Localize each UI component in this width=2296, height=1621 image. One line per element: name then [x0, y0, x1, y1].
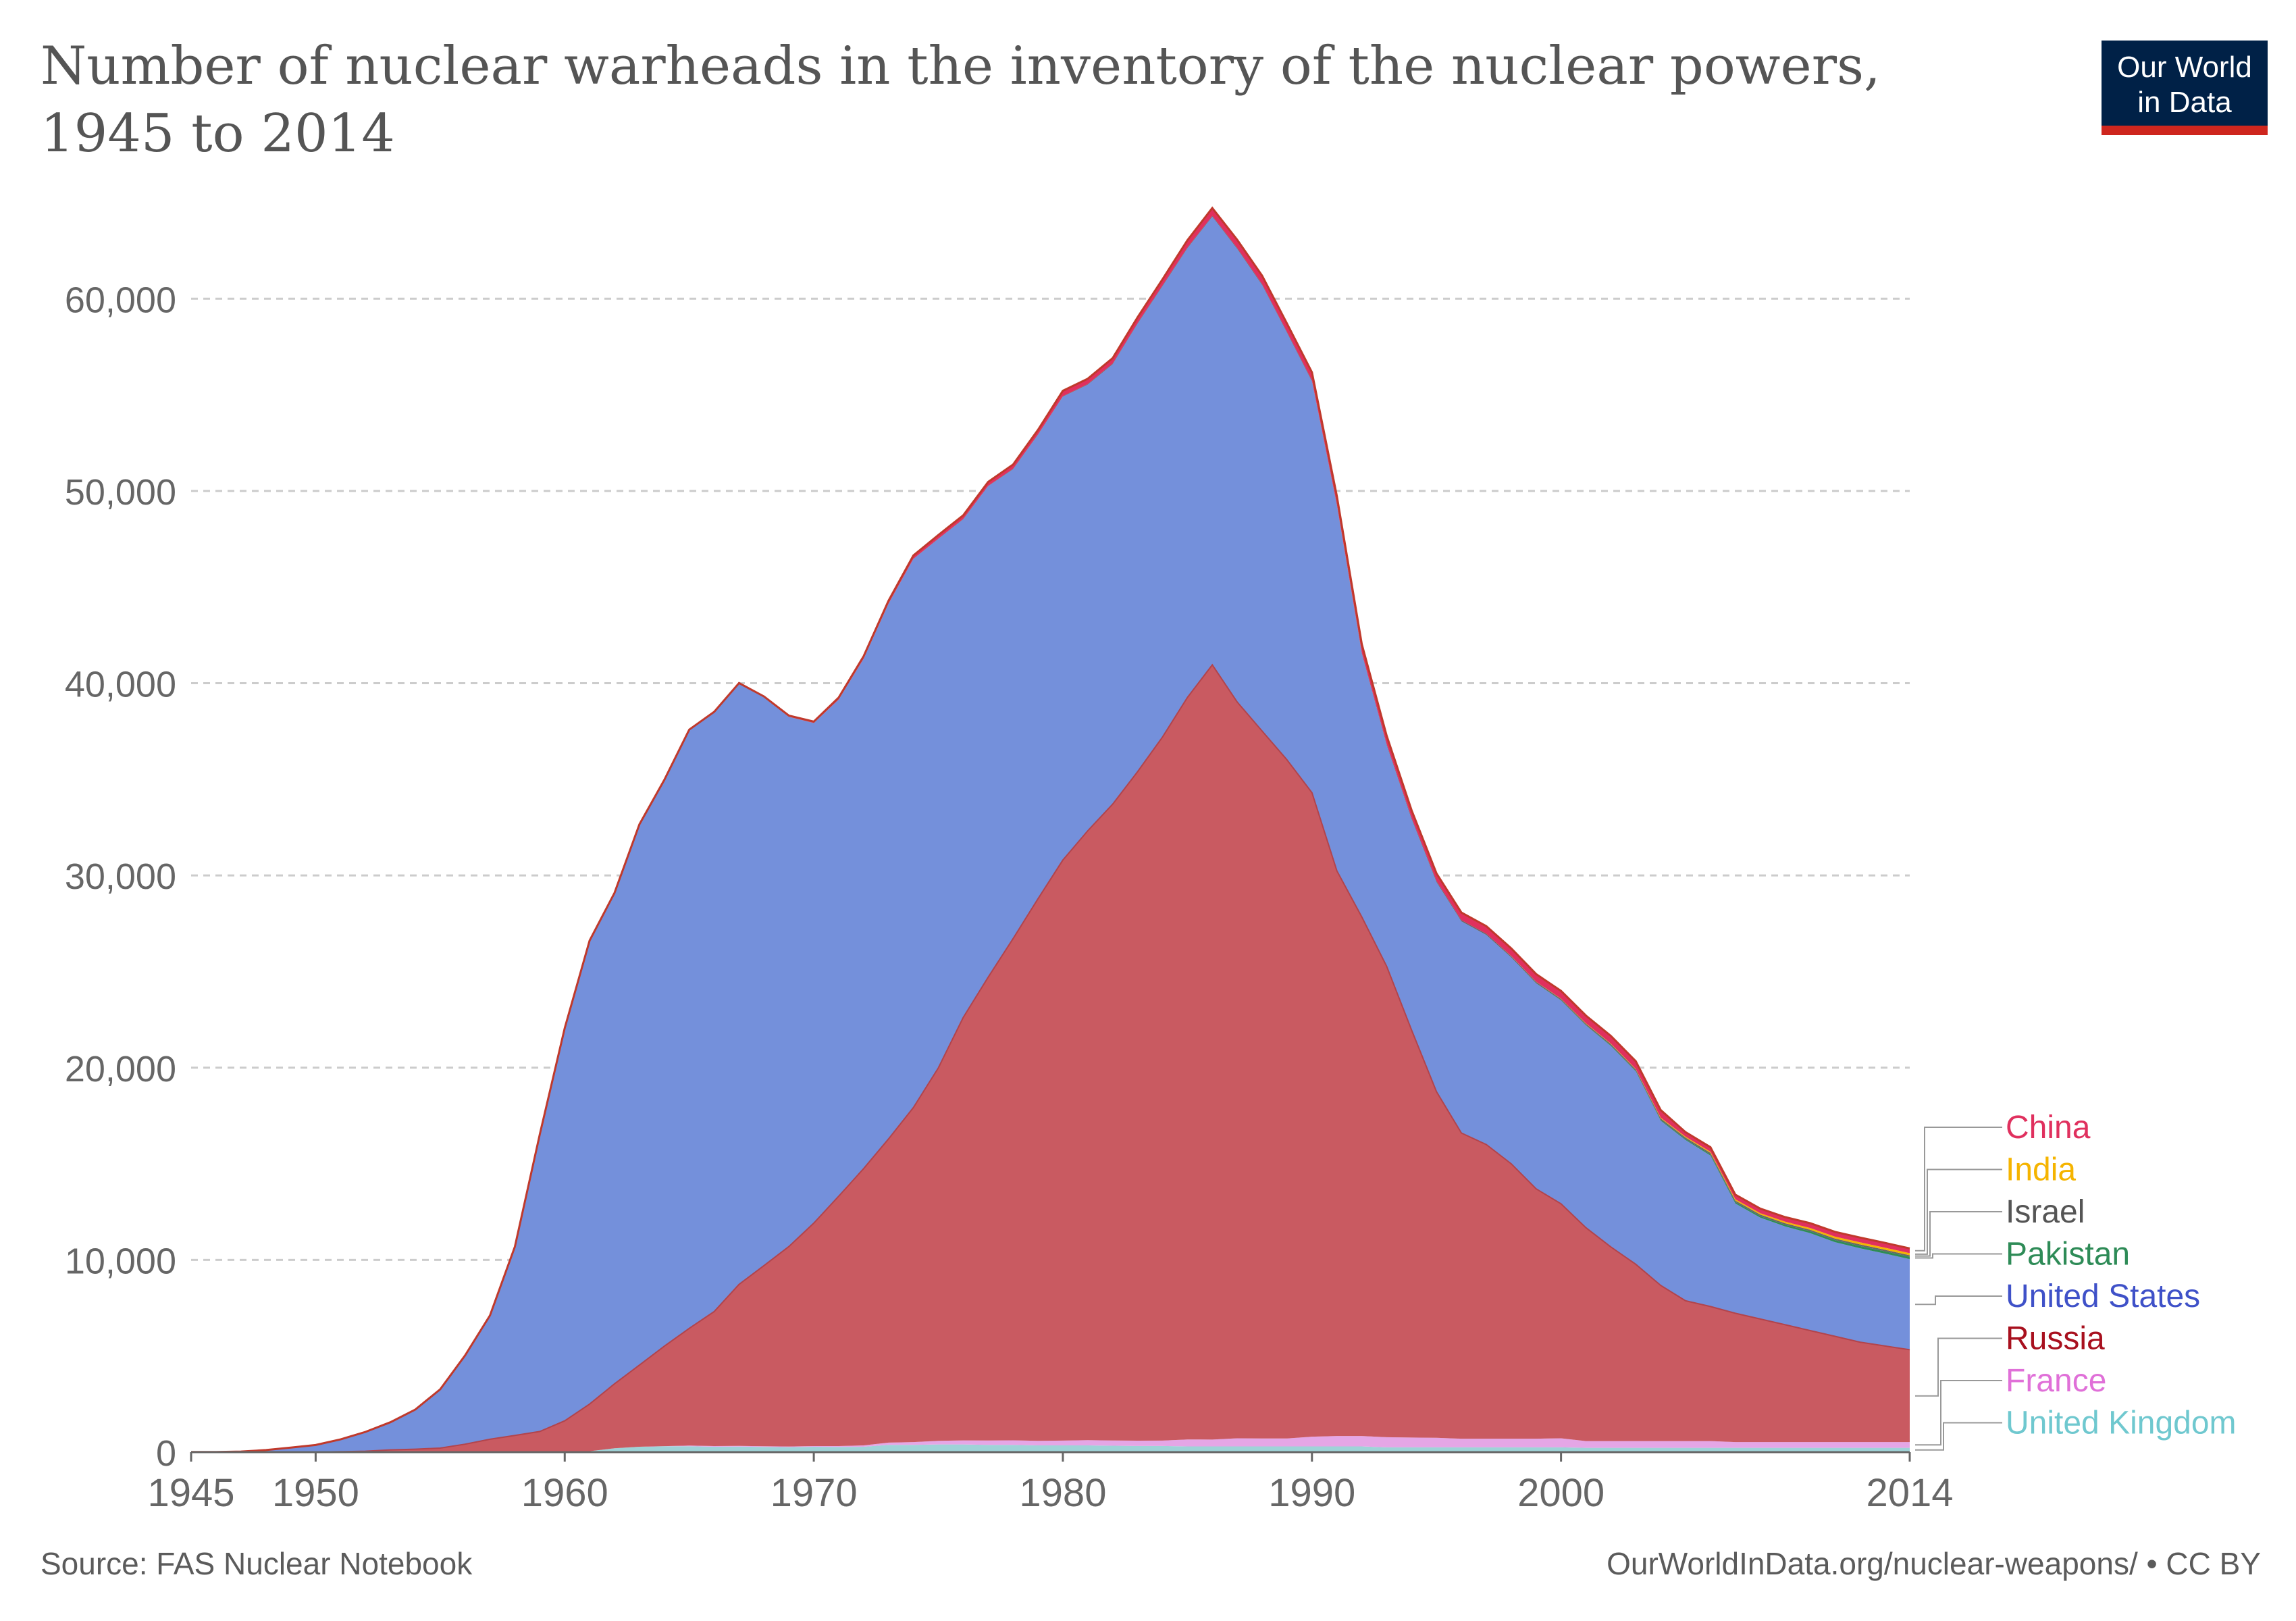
y-tick-label: 40,000 [65, 665, 176, 705]
legend-label-russia[interactable]: Russia [2006, 1321, 2105, 1357]
legend: China India Israel Pakistan United States Rus… [1915, 1110, 2237, 1451]
owid-logo[interactable]: Our World in Data [2102, 41, 2268, 135]
legend-label-pakistan[interactable]: Pakistan [2006, 1237, 2130, 1272]
legend-connector [1915, 1295, 2002, 1306]
legend-connector [1915, 1253, 2002, 1259]
x-tick-label: 1960 [521, 1471, 608, 1515]
y-tick-label: 0 [156, 1433, 176, 1474]
legend-connector [1915, 1337, 2002, 1397]
area-russia[interactable] [191, 665, 1910, 1452]
legend-connector [1915, 1211, 2002, 1257]
y-tick-label: 60,000 [65, 280, 176, 320]
logo-line-1: Our World [2117, 51, 2252, 84]
legend-connector [1915, 1168, 2002, 1255]
legend-connector [1915, 1127, 2002, 1252]
russia-outline [191, 663, 1910, 1453]
legend-connector [1915, 1380, 2002, 1446]
y-tick-label: 50,000 [65, 472, 176, 513]
area-series [190, 206, 1910, 1453]
legend-connector [1915, 1422, 2002, 1451]
area-united-kingdom[interactable] [191, 1444, 1910, 1452]
legend-label-united-kingdom[interactable]: United Kingdom [2006, 1406, 2237, 1441]
logo-line-2: in Data [2137, 86, 2232, 119]
y-tick-label: 10,000 [65, 1241, 176, 1281]
x-tick-label: 1945 [147, 1471, 234, 1515]
x-tick-label: 1980 [1019, 1471, 1106, 1515]
total-outline [190, 206, 1910, 1453]
legend-label-united-states[interactable]: United States [2006, 1279, 2200, 1314]
legend-label-china[interactable]: China [2006, 1110, 2091, 1146]
x-tick-label: 1990 [1268, 1471, 1355, 1515]
legend-label-france[interactable]: France [2006, 1363, 2106, 1399]
axes: 0 10,000 20,000 30,000 40,000 50,000 60,000 194… [65, 280, 1954, 1515]
x-tick-label: 1950 [272, 1471, 359, 1515]
x-tick-label: 2000 [1517, 1471, 1604, 1515]
area-france[interactable] [191, 1436, 1910, 1452]
logo-red-bar [2102, 126, 2268, 135]
legend-label-israel[interactable]: Israel [2006, 1194, 2085, 1230]
y-tick-label: 20,000 [65, 1049, 176, 1089]
area-united-states[interactable] [191, 216, 1910, 1453]
x-tick-label: 2014 [1866, 1471, 1953, 1515]
chart-title: Number of nuclear warheads in the invent… [41, 36, 1881, 164]
source-note: Source: FAS Nuclear Notebook [41, 1546, 473, 1581]
y-tick-label: 30,000 [65, 856, 176, 897]
license-link[interactable]: OurWorldInData.org/nuclear-weapons/ • CC… [1607, 1546, 2261, 1581]
legend-label-india[interactable]: India [2006, 1152, 2076, 1188]
x-tick-label: 1970 [771, 1471, 858, 1515]
